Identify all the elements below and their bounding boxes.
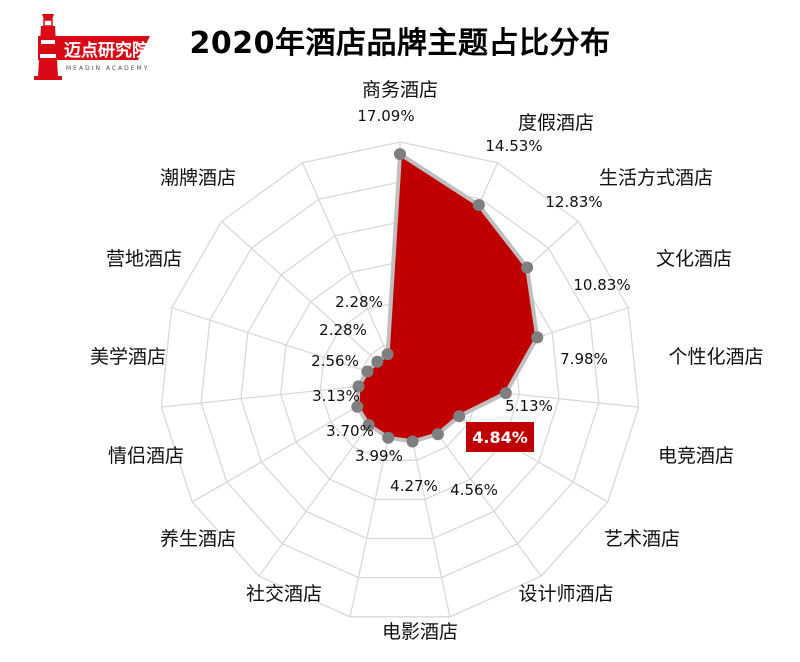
value-label: 4.27% xyxy=(390,477,438,495)
highlight-label-bg xyxy=(466,422,534,452)
data-point xyxy=(431,428,444,441)
data-point xyxy=(453,410,466,423)
category-label: 商务酒店 xyxy=(362,79,438,101)
data-point xyxy=(499,387,512,400)
data-point xyxy=(406,435,419,448)
logo-text: 迈点研究院 xyxy=(64,40,149,61)
category-label: 设计师酒店 xyxy=(518,583,613,605)
category-label: 生活方式酒店 xyxy=(599,167,713,189)
data-point xyxy=(472,199,485,211)
value-label: 3.70% xyxy=(326,422,374,440)
data-point xyxy=(361,365,374,378)
radar-labels: 17.09% 14.53% 12.83% 10.83% 7.98% 5.13% 4.84% 4… xyxy=(90,79,764,643)
category-label: 个性化酒店 xyxy=(668,346,763,368)
grid-ring xyxy=(200,181,600,579)
grid-spoke xyxy=(301,162,401,383)
value-label: 4.56% xyxy=(450,481,498,499)
value-label-highlight: 4.84% xyxy=(472,428,528,447)
chart-title: 2020年酒店品牌主题占比分布 xyxy=(189,26,611,61)
lighthouse-icon xyxy=(34,14,62,80)
data-point xyxy=(362,419,375,431)
category-label: 电影酒店 xyxy=(382,621,458,643)
value-label: 2.28% xyxy=(335,293,383,311)
grid-ring xyxy=(160,141,640,618)
brand-logo: 迈点研究院 MEADIN ACADEMY xyxy=(8,6,168,84)
value-label: 17.09% xyxy=(357,107,414,125)
value-label: 12.83% xyxy=(545,193,602,211)
category-label: 社交酒店 xyxy=(246,583,322,605)
data-point xyxy=(394,148,406,161)
value-label: 7.98% xyxy=(560,350,608,368)
category-label: 电竞酒店 xyxy=(658,445,734,467)
category-label: 美学酒店 xyxy=(90,346,166,368)
category-label: 潮牌酒店 xyxy=(160,167,236,189)
value-label: 3.13% xyxy=(312,387,360,405)
data-point xyxy=(352,380,365,393)
radar-series xyxy=(351,148,544,448)
category-label: 文化酒店 xyxy=(656,248,732,270)
category-label: 艺术酒店 xyxy=(604,528,680,550)
category-label: 情侣酒店 xyxy=(108,445,184,467)
grid-ring xyxy=(240,221,560,540)
grid-spoke xyxy=(221,220,401,383)
category-label: 养生酒店 xyxy=(160,528,236,550)
logo-banner xyxy=(38,36,150,60)
data-point xyxy=(351,400,364,413)
value-label: 3.99% xyxy=(355,447,403,465)
category-label: 营地酒店 xyxy=(106,248,182,270)
data-point xyxy=(521,261,534,274)
data-point xyxy=(531,331,544,344)
value-label: 14.53% xyxy=(485,137,542,155)
value-label: 10.83% xyxy=(573,276,630,294)
data-point xyxy=(371,355,384,368)
value-label: 2.28% xyxy=(319,321,367,339)
data-point xyxy=(382,431,395,444)
value-label: 5.13% xyxy=(505,397,553,415)
value-label: 2.56% xyxy=(311,352,359,370)
category-label: 度假酒店 xyxy=(518,112,594,134)
logo-subtext: MEADIN ACADEMY xyxy=(66,65,149,72)
series-area xyxy=(355,152,540,444)
data-point xyxy=(381,348,394,361)
